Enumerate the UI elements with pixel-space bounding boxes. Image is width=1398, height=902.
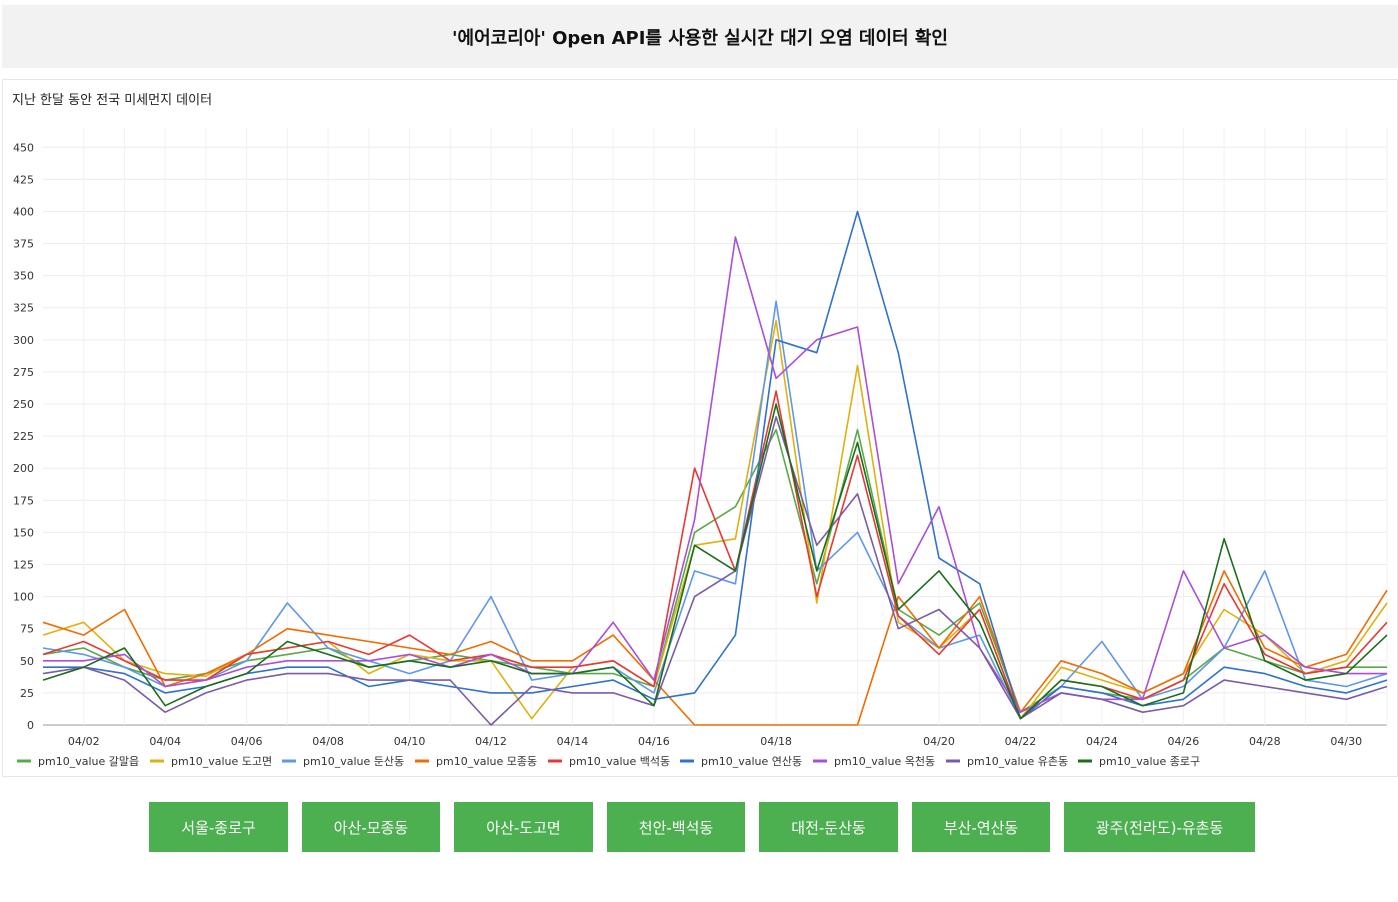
y-tick-label: 175 [13, 494, 34, 507]
y-tick-label: 275 [13, 366, 34, 379]
line-chart: 0 25 50 75 100 125 150 175 200 225 250 275 300 325 350… [13, 128, 1388, 768]
y-tick-label: 400 [13, 205, 34, 218]
x-tick-label: 04/12 [475, 735, 507, 748]
region-button-seoul-jongno[interactable]: 서울-종로구 [149, 802, 288, 852]
y-tick-label: 450 [13, 141, 34, 154]
region-button-asan-mojong[interactable]: 아산-모종동 [302, 802, 440, 852]
y-tick-label: 300 [13, 334, 34, 347]
y-tick-label: 150 [13, 526, 34, 539]
region-button-bar: 서울-종로구 아산-모종동 아산-도고면 천안-백석동 대전-둔산동 부산-연산… [0, 802, 1398, 852]
x-tick-label: 04/24 [1086, 735, 1118, 748]
x-tick-label: 04/20 [923, 735, 955, 748]
series-line-7 [42, 416, 1388, 726]
series-line-3 [42, 570, 1388, 726]
x-tick-label: 04/08 [312, 735, 344, 748]
y-tick-label: 25 [20, 687, 34, 700]
x-tick-label: 04/26 [1168, 735, 1200, 748]
y-tick-label: 0 [27, 719, 34, 732]
region-button-cheonan-baekseok[interactable]: 천안-백석동 [607, 802, 745, 852]
x-tick-label: 04/22 [1005, 735, 1037, 748]
legend-label: pm10_value 갈말읍 [38, 754, 139, 768]
legend-label: pm10_value 옥천동 [834, 754, 935, 768]
region-button-daejeon-dunsan[interactable]: 대전-둔산동 [759, 802, 898, 852]
chart-title: 지난 한달 동안 전국 미세먼지 데이터 [12, 93, 213, 108]
chart-panel: 지난 한달 동안 전국 미세먼지 데이터 0 25 50 75 100 125 150 175… [2, 79, 1398, 777]
x-tick-label: 04/30 [1330, 735, 1362, 748]
x-tick-label: 04/04 [149, 735, 181, 748]
series-line-2 [42, 300, 1388, 720]
region-button-asan-dogo[interactable]: 아산-도고면 [454, 802, 593, 852]
y-tick-label: 425 [13, 173, 34, 186]
series-line-8 [42, 403, 1388, 720]
y-tick-label: 250 [13, 398, 34, 411]
y-tick-label: 350 [13, 270, 34, 283]
legend-label: pm10_value 모종동 [436, 755, 537, 768]
x-tick-label: 04/28 [1249, 735, 1281, 748]
y-tick-label: 50 [20, 655, 34, 668]
legend-label: pm10_value 백석동 [569, 755, 670, 768]
series-line-4 [42, 390, 1388, 720]
y-tick-label: 375 [13, 238, 34, 251]
x-tick-label: 04/10 [394, 735, 426, 748]
series-line-5 [43, 210, 1388, 720]
series-line-6 [43, 236, 1387, 714]
legend-label: pm10_value 둔산동 [303, 755, 404, 768]
x-tick-label: 04/02 [68, 735, 100, 748]
y-tick-label: 100 [13, 591, 34, 604]
legend-label: pm10_value 종로구 [1099, 755, 1200, 768]
legend-label: pm10_value 유촌동 [967, 755, 1068, 768]
x-tick-label: 04/16 [638, 735, 670, 748]
region-button-gwangju-yuchon[interactable]: 광주(전라도)-유촌동 [1064, 802, 1255, 852]
legend-label: pm10_value 도고면 [171, 755, 272, 768]
region-button-busan-yeonsan[interactable]: 부산-연산동 [912, 802, 1050, 852]
y-tick-label: 200 [13, 462, 34, 475]
page-title: '에어코리아' Open API를 사용한 실시간 대기 오염 데이터 확인 [452, 27, 948, 49]
x-tick-label: 04/06 [231, 735, 263, 748]
legend-label: pm10_value 연산동 [701, 755, 802, 768]
y-tick-label: 225 [13, 430, 34, 443]
y-tick-label: 325 [13, 302, 34, 315]
x-tick-label: 04/18 [760, 735, 792, 748]
y-tick-label: 125 [13, 559, 34, 572]
x-tick-label: 04/14 [557, 735, 589, 748]
page-header: '에어코리아' Open API를 사용한 실시간 대기 오염 데이터 확인 [2, 5, 1398, 68]
y-tick-label: 75 [20, 623, 34, 636]
